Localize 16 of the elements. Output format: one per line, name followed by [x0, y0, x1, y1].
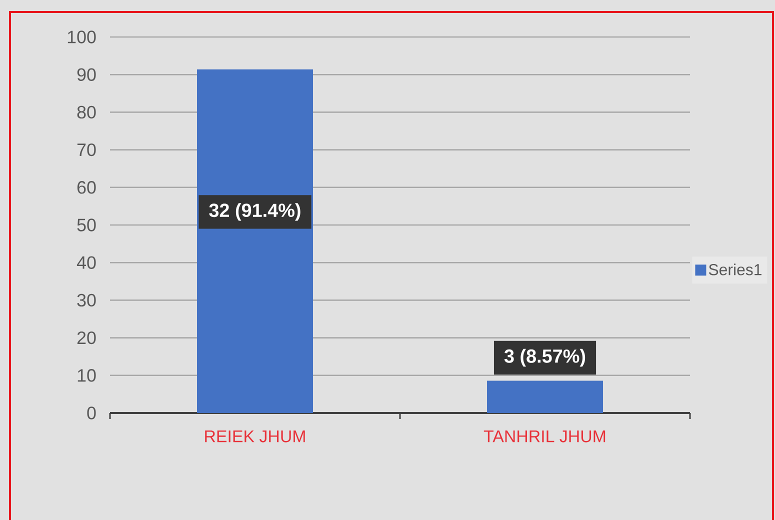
y-tick-label: 40 — [76, 256, 96, 269]
y-tick-label: 20 — [77, 331, 96, 344]
y-tick-label: 100 — [68, 30, 96, 44]
data-label: 3 (8.57%) — [504, 348, 586, 367]
legend-label: Series1 — [708, 264, 762, 276]
y-tick-label: 10 — [78, 369, 96, 382]
data-label: 32 (91.4%) — [209, 203, 300, 221]
x-tick-label: REIEK JHUM — [205, 430, 305, 442]
x-tick-label: TANHRIL JHUM — [484, 430, 606, 442]
y-tick-label: 60 — [77, 181, 96, 194]
y-tick-label: 50 — [77, 218, 96, 232]
y-tick-label: 30 — [77, 294, 96, 307]
y-tick-label: 0 — [87, 406, 96, 420]
y-tick-label: 80 — [77, 106, 96, 119]
y-tick-label: 70 — [77, 143, 96, 156]
y-tick-label: 90 — [77, 68, 96, 81]
